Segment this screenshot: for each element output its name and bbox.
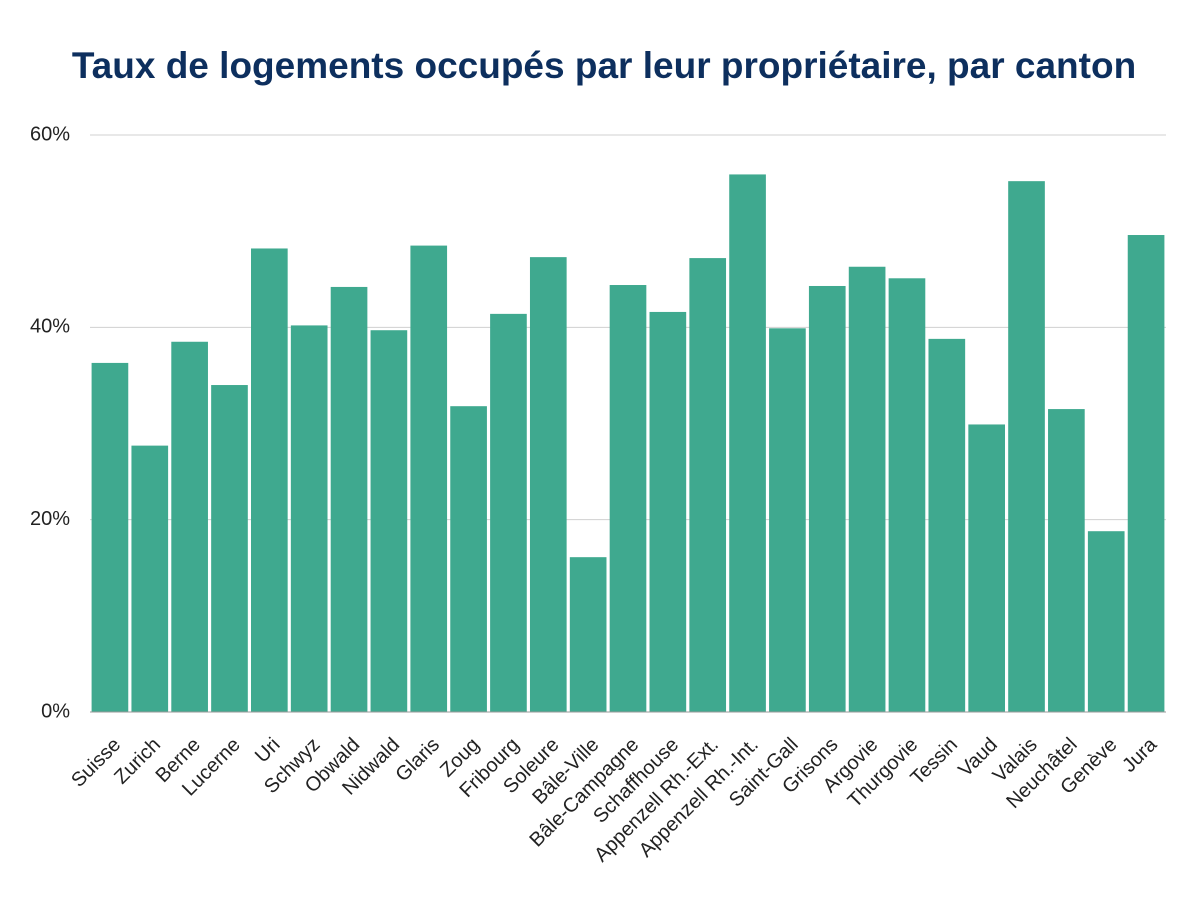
- y-tick-label: 0%: [41, 700, 70, 722]
- bar: [410, 245, 448, 712]
- bar: [330, 286, 368, 712]
- y-tick-label: 60%: [30, 123, 70, 145]
- bar: [808, 285, 846, 712]
- bar: [968, 424, 1005, 712]
- x-tick-label: Jura: [1118, 733, 1162, 777]
- bar: [529, 257, 567, 712]
- bar: [569, 557, 607, 712]
- x-tick-label: Glaris: [392, 734, 444, 786]
- bar: [370, 330, 408, 712]
- bar: [290, 325, 328, 712]
- y-tick-label: 20%: [30, 508, 70, 530]
- bar: [769, 328, 806, 712]
- bar: [171, 341, 208, 712]
- bar: [609, 285, 647, 712]
- bar: [211, 385, 248, 712]
- y-tick-label: 40%: [30, 316, 70, 338]
- bar: [91, 362, 129, 712]
- bar: [729, 174, 766, 712]
- bar: [131, 445, 169, 712]
- bar: [1127, 235, 1165, 712]
- chart-title: Taux de logements occupés par leur propr…: [72, 45, 1136, 86]
- bar: [490, 313, 527, 712]
- bar: [251, 248, 288, 712]
- bar: [1087, 531, 1125, 712]
- x-tick-label: Zurich: [110, 734, 165, 789]
- bar: [450, 406, 487, 712]
- bar: [649, 311, 687, 712]
- bar: [1048, 409, 1085, 712]
- bar: [928, 338, 966, 712]
- bar: [888, 278, 926, 712]
- bar: [689, 258, 727, 712]
- bar: [1008, 181, 1045, 712]
- x-tick-label: Suisse: [67, 734, 125, 792]
- bar: [848, 266, 886, 712]
